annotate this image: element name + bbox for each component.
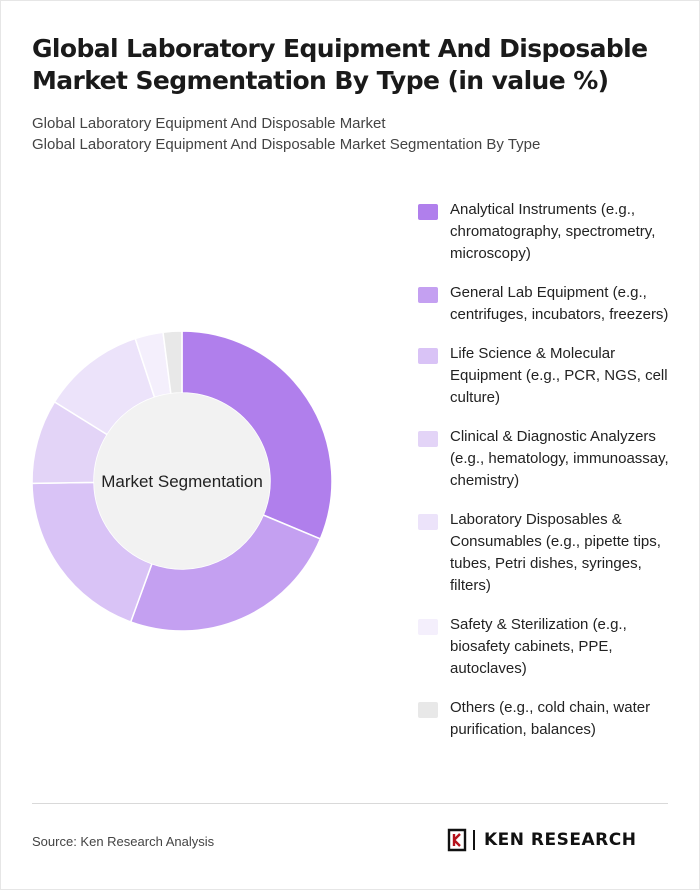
brand-separator <box>473 830 475 850</box>
legend-label: Clinical & Diagnostic Analyzers (e.g., h… <box>450 428 669 489</box>
legend-item: Clinical & Diagnostic Analyzers (e.g., h… <box>418 426 678 492</box>
legend-item: Analytical Instruments (e.g., chromatogr… <box>418 199 678 265</box>
donut-center-label: Market Segmentation <box>101 472 263 491</box>
legend-label: Safety & Sterilization (e.g., biosafety … <box>450 616 627 677</box>
legend-swatch <box>418 204 438 220</box>
legend-item: Laboratory Disposables & Consumables (e.… <box>418 509 678 597</box>
footer-divider <box>32 803 668 804</box>
subtitle: Global Laboratory Equipment And Disposab… <box>32 113 672 155</box>
brand-name: KEN RESEARCH <box>484 830 637 850</box>
legend-item: Safety & Sterilization (e.g., biosafety … <box>418 614 678 680</box>
legend-swatch <box>418 514 438 530</box>
legend-swatch <box>418 348 438 364</box>
legend-item: Others (e.g., cold chain, water purifica… <box>418 697 678 741</box>
legend-label: Analytical Instruments (e.g., chromatogr… <box>450 201 656 262</box>
chart-legend: Analytical Instruments (e.g., chromatogr… <box>418 199 678 758</box>
legend-swatch <box>418 287 438 303</box>
legend-label: Laboratory Disposables & Consumables (e.… <box>450 511 661 594</box>
legend-item: Life Science & Molecular Equipment (e.g.… <box>418 343 678 409</box>
donut-center <box>94 393 270 569</box>
legend-label: General Lab Equipment (e.g., centrifuges… <box>450 284 669 323</box>
donut-chart: Market Segmentation <box>31 330 333 632</box>
source-note: Source: Ken Research Analysis <box>32 834 215 849</box>
legend-label: Life Science & Molecular Equipment (e.g.… <box>450 345 668 406</box>
legend-swatch <box>418 431 438 447</box>
legend-label: Others (e.g., cold chain, water purifica… <box>450 699 651 738</box>
ken-research-logo-icon <box>447 828 467 852</box>
legend-swatch <box>418 702 438 718</box>
subtitle-line-1: Global Laboratory Equipment And Disposab… <box>32 115 386 132</box>
legend-swatch <box>418 619 438 635</box>
subtitle-line-2: Global Laboratory Equipment And Disposab… <box>32 136 541 153</box>
page-title: Global Laboratory Equipment And Disposab… <box>32 34 648 95</box>
brand-logo: KEN RESEARCH <box>447 828 636 852</box>
legend-item: General Lab Equipment (e.g., centrifuges… <box>418 282 678 326</box>
